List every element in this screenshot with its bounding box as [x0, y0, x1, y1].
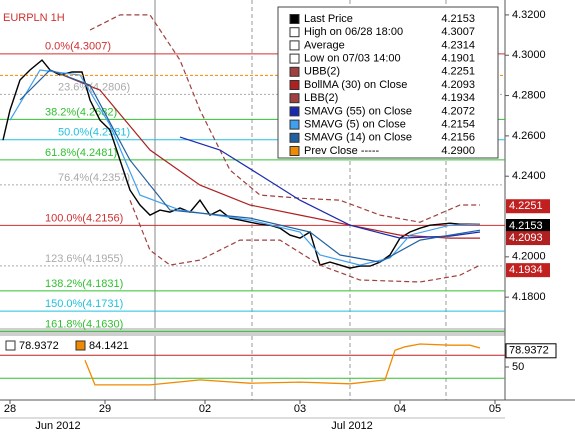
legend-value: 4.2156 [441, 132, 475, 144]
legend-swatch [289, 132, 300, 143]
legend-label: Last Price [304, 13, 353, 25]
legend-label: SMAVG (14) on Close [304, 132, 412, 144]
lower-tag-label: 78.9372 [509, 345, 549, 357]
legend-label: UBB(2) [304, 66, 340, 78]
legend-swatch [289, 40, 300, 51]
legend-swatch [289, 93, 300, 104]
price-tag-label: 4.2251 [509, 200, 543, 212]
legend-label: Low on 07/03 14:00 [304, 53, 401, 65]
y-tick-label: 4.2400 [512, 170, 546, 182]
legend-swatch [289, 66, 300, 77]
legend-label: LBB(2) [304, 92, 338, 104]
legend: Last Price 4.2153 High on 06/28 18:00 4.300… [277, 6, 499, 159]
x-tick-label: 02 [199, 403, 211, 415]
fib-label: 150.0%(4.1731) [45, 298, 123, 310]
price-tag-label: 4.2153 [509, 220, 543, 232]
x-group-label: Jul 2012 [331, 420, 373, 432]
legend-value: 4.2153 [441, 13, 475, 25]
fib-label: 38.2%(4.2682) [45, 106, 117, 118]
legend-value: 4.2900 [441, 145, 475, 157]
legend-value: 4.2314 [441, 39, 475, 51]
price-tag [506, 263, 550, 278]
fib-label: 76.4%(4.2357) [58, 172, 130, 184]
y-tick-label: 4.2600 [512, 130, 546, 142]
fib-label: 123.6%(4.1955) [45, 253, 123, 265]
legend-swatch [289, 106, 300, 117]
legend-swatch [289, 53, 300, 64]
x-tick-label: 04 [394, 403, 406, 415]
series-line [129, 199, 481, 283]
legend-swatch [289, 14, 300, 24]
x-tick-label: 28 [4, 403, 16, 415]
fib-label: 0.0%(4.3007) [45, 41, 111, 53]
legend-value: 4.2251 [441, 66, 475, 78]
lower-legend-swatch [5, 340, 16, 351]
lower-legend-swatch [75, 340, 86, 351]
fib-label: 138.2%(4.1831) [45, 278, 123, 290]
series-line [19, 69, 481, 263]
price-tag [506, 218, 550, 233]
fib-label: 161.8%(4.1630) [45, 318, 123, 330]
price-tag-label: 4.2093 [509, 232, 543, 244]
legend-value: 4.2154 [441, 119, 475, 131]
y-tick-label: 4.3200 [512, 9, 546, 21]
legend-swatch [289, 80, 300, 90]
legend-label: Prev Close ----- [304, 145, 380, 157]
legend-label: SMAVG (55) on Close [304, 105, 412, 117]
x-tick-label: 03 [294, 403, 306, 415]
lower-legend-label: 84.1421 [89, 340, 129, 352]
lower-line [84, 343, 481, 386]
fib-label: 50.0%(4.2581) [58, 127, 130, 139]
legend-value: 4.2072 [441, 105, 475, 117]
legend-value: 4.3007 [441, 26, 475, 38]
legend-swatch [289, 146, 300, 156]
legend-label: BollMA (30) on Close [304, 79, 407, 91]
legend-value: 4.1901 [441, 53, 475, 65]
y-tick-label: 4.2800 [512, 89, 546, 101]
price-tag-label: 4.1934 [509, 264, 543, 276]
x-tick-label: 05 [489, 403, 501, 415]
price-tag [506, 231, 550, 246]
panel-divider [0, 328, 505, 336]
lower-tag [505, 343, 557, 359]
legend-value: 4.1934 [441, 92, 475, 104]
legend-label: Average [304, 39, 345, 51]
legend-swatch [289, 119, 300, 130]
x-tick-label: 29 [99, 403, 111, 415]
legend-value: 4.2093 [441, 79, 475, 91]
lower-legend-label: 78.9372 [19, 340, 59, 352]
legend-label: High on 06/28 18:00 [304, 26, 403, 38]
x-group-label: Jun 2012 [35, 420, 80, 432]
series-line [89, 14, 480, 223]
price-tag [506, 199, 550, 214]
legend-label: SMAVG (5) on Close [304, 119, 406, 131]
chart-title: EURPLN 1H [3, 12, 65, 24]
lower-y-tick-label: 50 [512, 361, 524, 373]
y-tick-label: 4.3000 [512, 49, 546, 61]
legend-box [277, 6, 499, 159]
fib-label: 100.0%(4.2156) [45, 212, 123, 224]
y-tick-label: 4.1800 [512, 291, 546, 303]
legend-swatch [289, 27, 300, 38]
y-tick-label: 4.2000 [512, 251, 546, 263]
fib-label: 61.8%(4.2481) [45, 147, 117, 159]
